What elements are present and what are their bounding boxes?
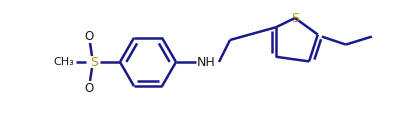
Text: S: S [291,12,299,25]
Text: S: S [90,55,98,69]
Text: O: O [84,82,93,94]
Text: CH₃: CH₃ [53,57,74,67]
Text: NH: NH [197,55,215,69]
Text: O: O [84,30,93,42]
